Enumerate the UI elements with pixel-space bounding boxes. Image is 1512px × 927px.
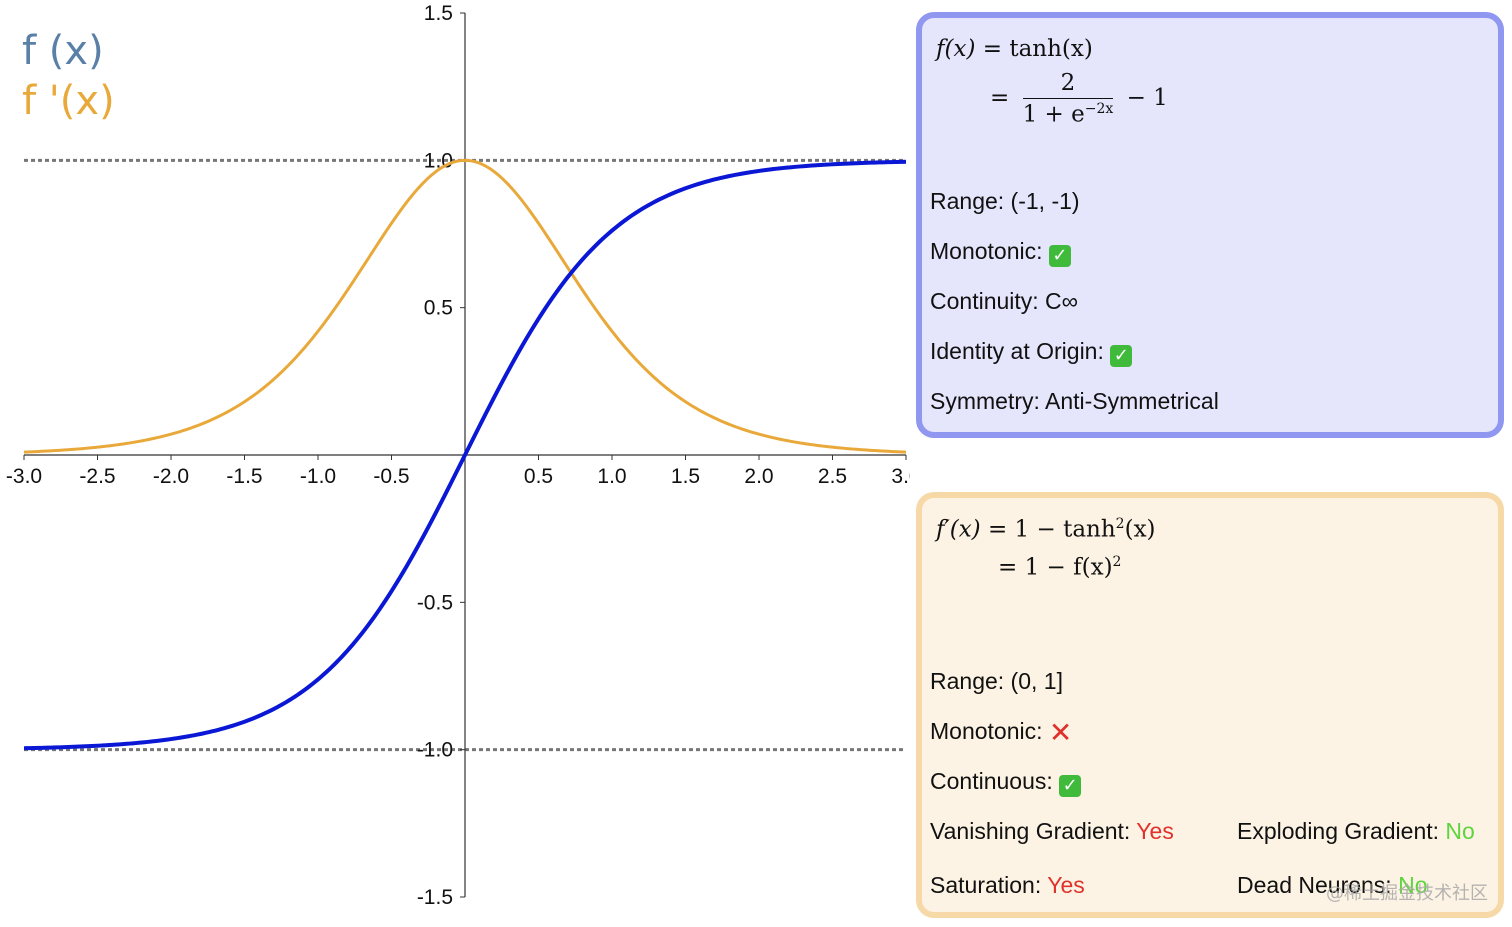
deriv-monotonic-label: Monotonic: bbox=[930, 718, 1043, 744]
formula-denominator: 1 + e−2x bbox=[1023, 99, 1114, 128]
formula-fraction: 2 1 + e−2x bbox=[1022, 70, 1114, 128]
legend-f: f (x) bbox=[22, 28, 104, 74]
dead-neurons-label: Dead Neurons: bbox=[1237, 872, 1392, 898]
vanishing-value: Yes bbox=[1136, 818, 1174, 844]
formula-den-exp: −2x bbox=[1084, 101, 1114, 117]
y-tick-label: -1.0 bbox=[417, 739, 453, 762]
vanishing-label: Vanishing Gradient: bbox=[930, 818, 1131, 844]
formula-eq: = bbox=[990, 84, 1010, 111]
x-tick-label: -3.0 bbox=[6, 465, 42, 488]
deriv-monotonic-row: Monotonic: ✕ bbox=[930, 716, 1073, 749]
y-tick-label: -0.5 bbox=[417, 591, 453, 614]
f-curve bbox=[23, 159, 907, 751]
x-tick-label: 2.5 bbox=[818, 465, 847, 488]
deriv-formula-tail: (x) bbox=[1124, 516, 1156, 543]
formula-line2: = 2 1 + e−2x − 1 bbox=[990, 70, 1168, 128]
monotonic-label: Monotonic: bbox=[930, 238, 1043, 264]
deriv-formula-line2-sup: 2 bbox=[1112, 554, 1122, 570]
x-tick-label: -2.5 bbox=[79, 465, 115, 488]
legend: f (x) f '(x) bbox=[22, 26, 115, 126]
deriv-formula-rhs: = 1 − tanh bbox=[987, 516, 1116, 543]
y-tick-label: -1.5 bbox=[417, 886, 453, 909]
saturation-value: Yes bbox=[1047, 872, 1085, 898]
continuous-label: Continuous: bbox=[930, 768, 1053, 794]
tanh-derivative-card: f′(x) = 1 − tanh2(x) = 1 − f(x)2 Range: … bbox=[916, 492, 1504, 918]
range-text: Range: (-1, -1) bbox=[930, 188, 1080, 214]
x-tick-label: -0.5 bbox=[373, 465, 409, 488]
exploding-value: No bbox=[1445, 818, 1475, 844]
deriv-formula-line2-text: = 1 − f(x) bbox=[998, 554, 1113, 581]
deriv-formula-line1: f′(x) = 1 − tanh2(x) bbox=[936, 516, 1156, 543]
tanh-chart: -3.0 -2.5 -2.0 -1.5 -1.0 -0.5 0.5 1.0 1.5 2.0 2.5 3… bbox=[6, 2, 910, 909]
check-icon: ✓ bbox=[1059, 775, 1082, 797]
x-tick-label: 1.5 bbox=[671, 465, 700, 488]
tanh-info-card: f(x) = tanh(x) = 2 1 + e−2x − 1 Range: (… bbox=[916, 12, 1504, 438]
dead-neurons-value: No bbox=[1398, 872, 1428, 898]
y-tick-label: 0.5 bbox=[424, 297, 453, 320]
x-tick-label: 2.0 bbox=[744, 465, 773, 488]
x-tick-label: 0.5 bbox=[524, 465, 553, 488]
x-tick-label: 1.0 bbox=[597, 465, 626, 488]
legend-fprime: f '(x) bbox=[22, 78, 115, 124]
formula-tail: − 1 bbox=[1126, 84, 1168, 111]
dead-neurons-row: Dead Neurons: No bbox=[1237, 872, 1428, 899]
exploding-row: Exploding Gradient: No bbox=[1237, 818, 1475, 845]
monotonic-row: Monotonic: ✓ bbox=[930, 238, 1071, 267]
x-tick-label: 3.0 bbox=[891, 465, 910, 488]
check-icon: ✓ bbox=[1048, 245, 1071, 267]
symmetry-text: Symmetry: Anti-Symmetrical bbox=[930, 388, 1219, 414]
y-tick-label: 1.5 bbox=[424, 2, 453, 25]
continuous-row: Continuous: ✓ bbox=[930, 768, 1082, 797]
deriv-formula-sup: 2 bbox=[1115, 516, 1125, 532]
formula-numerator: 2 bbox=[1022, 70, 1114, 99]
vanishing-row: Vanishing Gradient: Yes bbox=[930, 818, 1174, 845]
continuity-text: Continuity: C∞ bbox=[930, 288, 1079, 314]
axes: -3.0 -2.5 -2.0 -1.5 -1.0 -0.5 0.5 1.0 1.5 2.0 2.5 3… bbox=[6, 2, 910, 909]
x-tick-label: -2.0 bbox=[153, 465, 189, 488]
deriv-formula-lhs: f′(x) bbox=[936, 516, 981, 543]
x-tick-label: -1.5 bbox=[226, 465, 262, 488]
watermark: @稀土掘金技术社区 bbox=[1326, 883, 1488, 904]
x-tick-label: -1.0 bbox=[300, 465, 336, 488]
fprime-curve bbox=[23, 158, 907, 454]
saturation-row: Saturation: Yes bbox=[930, 872, 1085, 899]
formula-den-base: 1 + e bbox=[1022, 101, 1085, 128]
identity-label: Identity at Origin: bbox=[930, 338, 1104, 364]
cross-icon: ✕ bbox=[1048, 716, 1073, 749]
formula-line1: f(x) = tanh(x) bbox=[936, 36, 1093, 62]
check-icon: ✓ bbox=[1110, 345, 1133, 367]
formula-rhs: = tanh(x) bbox=[982, 36, 1093, 62]
deriv-range-text: Range: (0, 1] bbox=[930, 668, 1063, 694]
curves bbox=[23, 158, 907, 751]
exploding-label: Exploding Gradient: bbox=[1237, 818, 1440, 844]
deriv-formula-line2: = 1 − f(x)2 bbox=[998, 554, 1121, 581]
formula-lhs: f(x) bbox=[936, 36, 976, 62]
saturation-label: Saturation: bbox=[930, 872, 1042, 898]
identity-row: Identity at Origin: ✓ bbox=[930, 338, 1133, 367]
